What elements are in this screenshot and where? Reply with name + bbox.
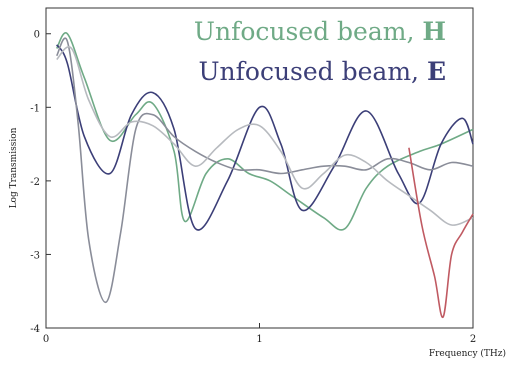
y-tick-label: 0 (34, 30, 40, 41)
series-layer (55, 32, 474, 318)
legend-entry-e-text: Unfocused beam, (198, 57, 426, 86)
legend-entry-h-letter: H (422, 17, 446, 46)
series-line-4 (56, 46, 474, 226)
y-tick-label: -2 (30, 177, 40, 188)
x-axis-label: Frequency (THz) (429, 348, 506, 359)
x-tick-label: 0 (43, 334, 49, 345)
legend-entry-e: Unfocused beam, E (198, 57, 446, 86)
series-line-3 (55, 37, 474, 304)
series-line-5 (408, 147, 474, 318)
legend-entry-h: Unfocused beam, H (194, 17, 446, 46)
x-tick-label: 2 (470, 334, 476, 345)
ticks-layer: 0 1 2 0 -1 -2 -3 -4 (30, 30, 476, 345)
plot-frame (45, 7, 474, 329)
y-tick-label: -3 (30, 250, 40, 261)
legend-entry-e-letter: E (427, 57, 446, 86)
legend-entry-h-text: Unfocused beam, (194, 17, 422, 46)
y-axis-label: Log Transmission (9, 127, 19, 208)
y-tick-label: -1 (30, 103, 40, 114)
x-tick-label: 1 (256, 334, 262, 345)
y-tick-label: -4 (30, 324, 40, 335)
